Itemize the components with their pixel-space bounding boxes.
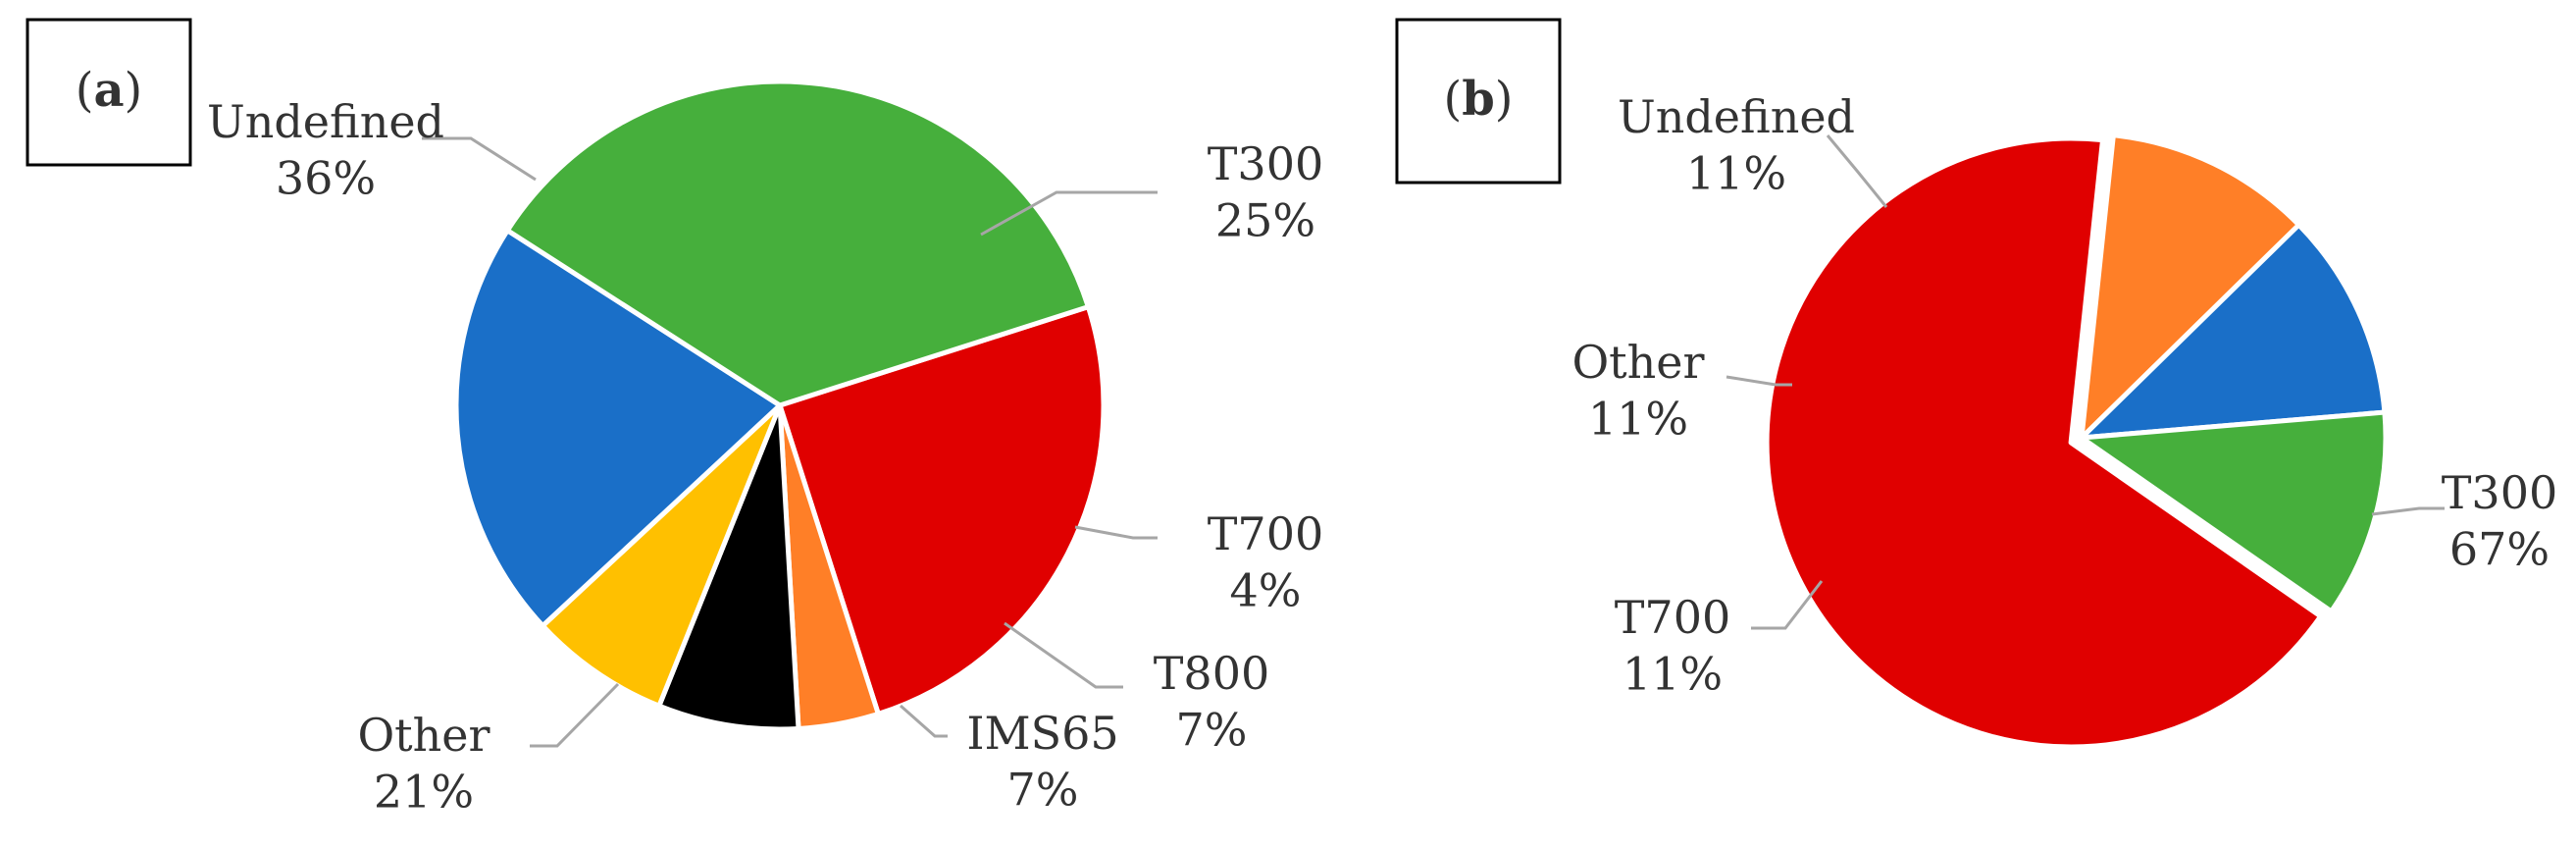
panel-b-label: (b) [1443,72,1513,127]
pie-b-slice-other [2079,222,2388,441]
pie-a-leader-t800 [1004,621,1123,689]
panel-a-label-box: (a) [26,18,192,167]
pie-a-leader-t300 [980,190,1158,237]
pie-a-label-t300: T300 25% [1208,137,1323,247]
pie-a-leader-ims65 [900,704,948,738]
pie-b-label-value-t300: 67% [2449,523,2550,576]
pie-a-slice-t300 [777,304,1107,716]
pie-b-label-name-undefined: Undefined [1618,90,1855,143]
pie-a-label-other: Other 21% [357,709,489,819]
pie-b-slice-t700 [2079,132,2301,441]
pie-b-label-name-t700: T700 [1615,591,1730,644]
panel-b-label-box: (b) [1395,18,1562,185]
pie-b-label-name-t300: T300 [2442,466,2557,519]
pie-b-slice-t300 [1764,135,2324,750]
pie-b-leader-t300 [2371,506,2445,516]
pie-a-label-value-ims65: 7% [1007,764,1079,817]
pie-a-leader-t700 [1074,525,1158,540]
panel-a-label: (a) [76,63,143,118]
pie-b-label-value-t700: 11% [1623,648,1723,701]
pie-a-label-ims65: IMS65 7% [966,707,1118,817]
pie-a-label-value-t800: 7% [1176,704,1248,757]
pie-b-leader-other [1726,375,1792,387]
pie-a-label-t700: T700 4% [1208,507,1323,617]
pie-a-label-name-t800: T800 [1154,647,1269,700]
pie-a-leader-other [530,682,620,748]
pie-b-label-value-undefined: 11% [1686,147,1786,200]
panel-b-letter: b [1462,72,1495,127]
pie-b-label-name-other: Other [1571,336,1704,389]
pie-a-label-value-other: 21% [374,766,474,819]
pie-a-label-name-t300: T300 [1208,137,1323,190]
panel-a-frame [26,18,192,167]
pie-a-label-value-undefined: 36% [276,152,376,205]
pie-a-slice-t800 [656,402,801,732]
pie-a-label-undefined: Undefined 36% [207,95,444,205]
pie-a-label-value-t300: 25% [1215,194,1315,247]
pie-b-label-undefined: Undefined 11% [1618,90,1855,200]
pie-a: T300 25%T700 4%T800 7%IMS65 7%Other 21%Undefi… [207,79,1323,819]
pie-b-label-value-other: 11% [1588,393,1688,446]
pie-b-leader-t700 [1751,580,1824,630]
pie-b-leader-undefined [1826,134,1888,208]
pie-b-label-other: Other 11% [1571,336,1704,446]
pie-a-slice-undefined [504,79,1091,408]
pie-b-slice-undefined [2079,409,2389,614]
pie-a-label-name-other: Other [357,709,489,762]
pie-a-label-name-ims65: IMS65 [966,707,1118,760]
pie-a-label-name-t700: T700 [1208,507,1323,560]
pie-b-label-t700: T700 11% [1615,591,1730,701]
pie-a-slice-other [453,228,783,629]
pie-a-leader-undefined [422,136,537,182]
pie-b: T300 67%T700 11%Other 11%Undefined 11% [1571,90,2557,750]
panel-b-frame [1395,18,1562,185]
pie-b-label-t300: T300 67% [2442,466,2557,576]
pie-a-slice-ims65 [540,402,783,709]
pie-a-label-name-undefined: Undefined [207,95,444,148]
pie-a-label-t800: T800 7% [1154,647,1269,757]
panel-a-letter: a [93,63,124,118]
pie-a-label-value-t700: 4% [1230,564,1302,617]
